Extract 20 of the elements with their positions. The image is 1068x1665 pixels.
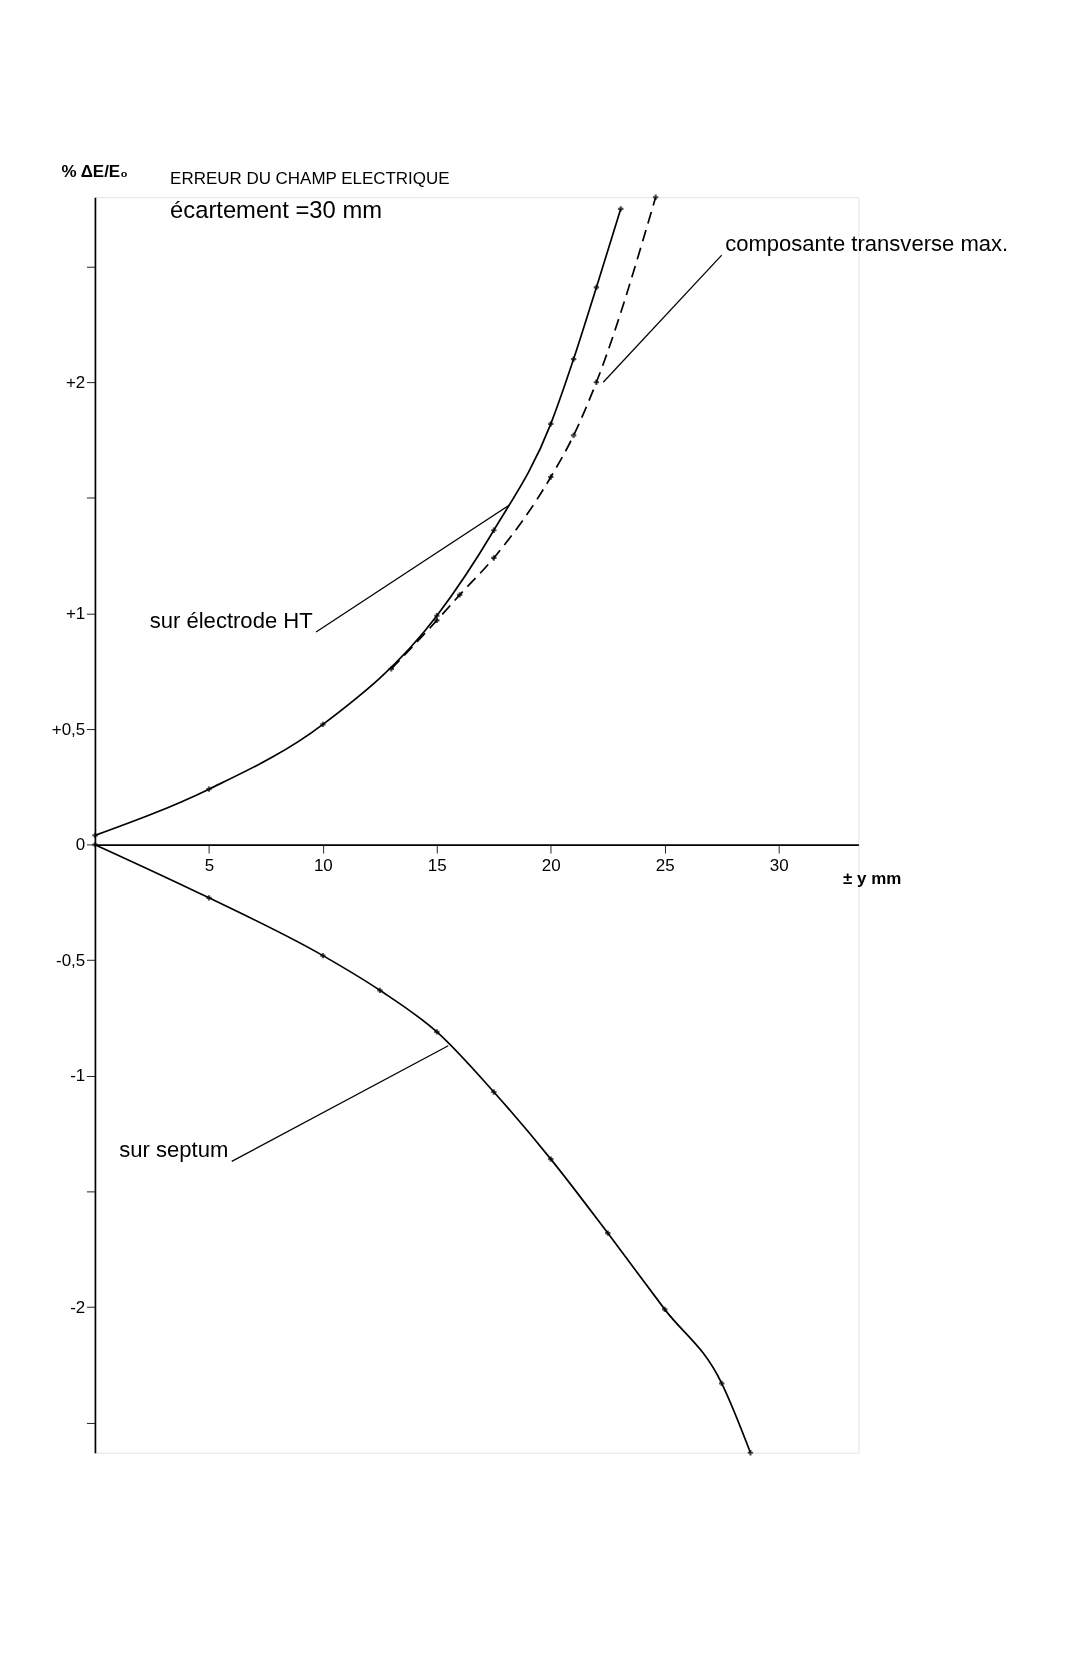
y-tick-label: 0: [75, 835, 86, 855]
x-tick-label: 15: [427, 855, 447, 875]
x-tick-label: 25: [655, 855, 675, 875]
y-tick-label: +2: [65, 372, 86, 392]
x-tick-label: 20: [541, 855, 561, 875]
x-axis-title: ± y mm: [843, 869, 902, 889]
y-tick-label: +0,5: [51, 719, 86, 739]
y-tick-label: +1: [65, 603, 86, 623]
x-tick-label: 30: [769, 855, 789, 875]
chart-subtitle: écartement =30 mm: [170, 195, 382, 223]
y-tick-label: -0,5: [56, 950, 86, 970]
annotation: sur électrode HT: [149, 607, 313, 633]
y-tick-label: -2: [70, 1297, 86, 1317]
x-tick-label: 5: [204, 855, 215, 875]
y-tick-label: -1: [70, 1066, 86, 1086]
annotation: sur septum: [119, 1137, 229, 1163]
annotation: composante transverse max.: [725, 230, 1009, 256]
x-tick-label: 10: [313, 855, 333, 875]
y-axis-title: % ΔE/E₀: [61, 162, 128, 182]
chart-title: ERREUR DU CHAMP ELECTRIQUE: [170, 168, 450, 188]
